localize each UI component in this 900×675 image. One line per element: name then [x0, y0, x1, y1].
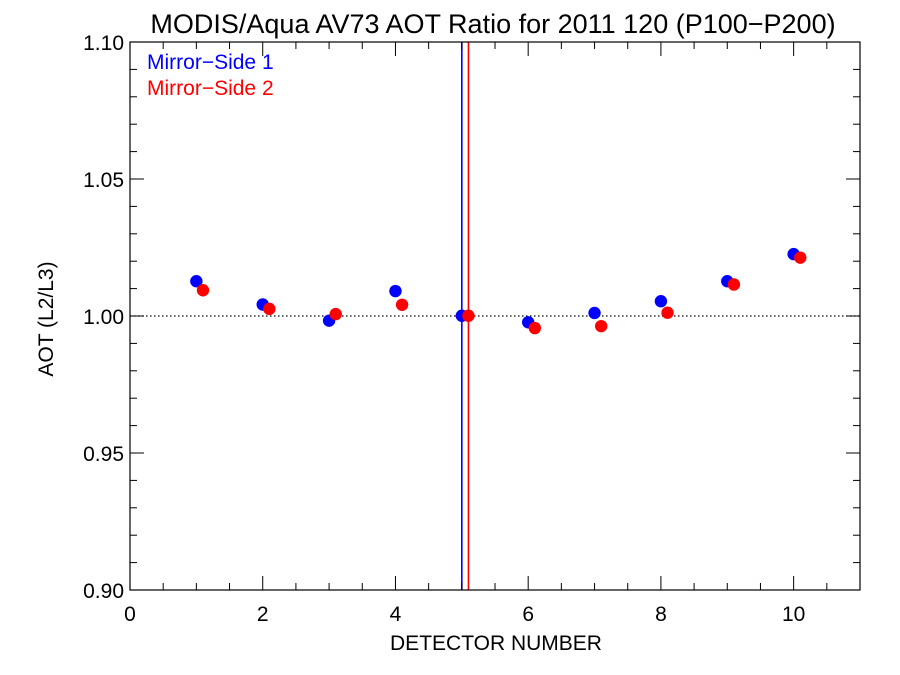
- y-tick-label: 0.95: [83, 443, 124, 466]
- series-2-points: [196, 251, 807, 335]
- data-point: [389, 284, 402, 298]
- data-point: [395, 298, 409, 311]
- y-tick-label: 1.10: [83, 32, 124, 55]
- x-tick-label: 10: [782, 603, 805, 626]
- x-tick-label: 4: [390, 603, 402, 626]
- x-axis-label: DETECTOR NUMBER: [390, 632, 602, 655]
- data-point: [196, 284, 210, 297]
- y-axis-label: AOT (L2/L3): [35, 261, 58, 376]
- data-point: [727, 278, 741, 291]
- data-point: [528, 321, 542, 335]
- data-point: [594, 319, 608, 333]
- data-point: [588, 306, 601, 320]
- chart-title: MODIS/Aqua AV73 AOT Ratio for 2011 120 (…: [150, 9, 835, 39]
- data-point: [190, 275, 203, 288]
- data-point: [329, 307, 342, 321]
- y-tick-label: 1.00: [83, 306, 124, 329]
- data-point: [661, 306, 674, 319]
- legend: Mirror−Side 1 Mirror−Side 2: [147, 51, 274, 100]
- y-tick-label: 0.90: [83, 580, 124, 603]
- x-tick-label: 8: [655, 603, 667, 626]
- reference-lines: [130, 42, 860, 590]
- x-tick-label: 2: [257, 603, 269, 626]
- y-tick-label: 1.05: [83, 169, 124, 192]
- data-points: [190, 247, 807, 335]
- x-tick-label: 0: [124, 603, 136, 626]
- x-tick-label: 6: [522, 603, 534, 626]
- data-point: [462, 309, 475, 322]
- axis-ticks: 0 2 4 6 8 10 0.90 0.95 1.00 1.05 1.10: [83, 32, 861, 626]
- data-point: [654, 295, 668, 308]
- data-point: [794, 251, 807, 264]
- data-point: [263, 302, 276, 316]
- legend-entry: Mirror−Side 1: [147, 51, 274, 74]
- legend-entry: Mirror−Side 2: [147, 77, 274, 100]
